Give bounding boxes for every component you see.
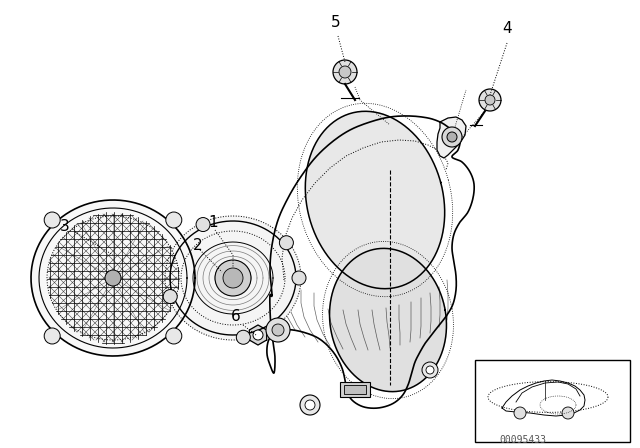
- Circle shape: [44, 328, 60, 344]
- Circle shape: [236, 330, 250, 344]
- Polygon shape: [437, 117, 466, 158]
- Polygon shape: [305, 111, 445, 289]
- Polygon shape: [250, 325, 267, 345]
- Circle shape: [163, 289, 177, 304]
- Text: 6: 6: [231, 309, 241, 323]
- Circle shape: [266, 318, 290, 342]
- Circle shape: [223, 268, 243, 288]
- Text: 00095433: 00095433: [499, 435, 546, 445]
- Circle shape: [305, 400, 315, 410]
- Circle shape: [166, 328, 182, 344]
- Text: 4: 4: [502, 21, 512, 35]
- Circle shape: [280, 236, 293, 250]
- Circle shape: [479, 89, 501, 111]
- Bar: [344, 385, 366, 394]
- Circle shape: [292, 271, 306, 285]
- Circle shape: [166, 212, 182, 228]
- Circle shape: [442, 127, 462, 147]
- Circle shape: [485, 95, 495, 105]
- Circle shape: [339, 66, 351, 78]
- Circle shape: [272, 324, 284, 336]
- Circle shape: [44, 212, 60, 228]
- Polygon shape: [165, 216, 301, 340]
- Text: 3: 3: [60, 219, 70, 233]
- Circle shape: [333, 60, 357, 84]
- Circle shape: [514, 407, 526, 419]
- Circle shape: [253, 330, 263, 340]
- Bar: [475, 360, 630, 442]
- Circle shape: [215, 260, 251, 296]
- Bar: [340, 382, 370, 397]
- Circle shape: [422, 362, 438, 378]
- Circle shape: [426, 366, 434, 374]
- Text: 2: 2: [193, 237, 203, 253]
- Polygon shape: [31, 200, 195, 356]
- Circle shape: [105, 270, 121, 286]
- Text: 1: 1: [208, 215, 218, 229]
- Circle shape: [196, 218, 210, 232]
- Circle shape: [300, 395, 320, 415]
- Text: 5: 5: [331, 14, 341, 30]
- Circle shape: [447, 132, 457, 142]
- Polygon shape: [330, 248, 447, 392]
- Circle shape: [562, 407, 574, 419]
